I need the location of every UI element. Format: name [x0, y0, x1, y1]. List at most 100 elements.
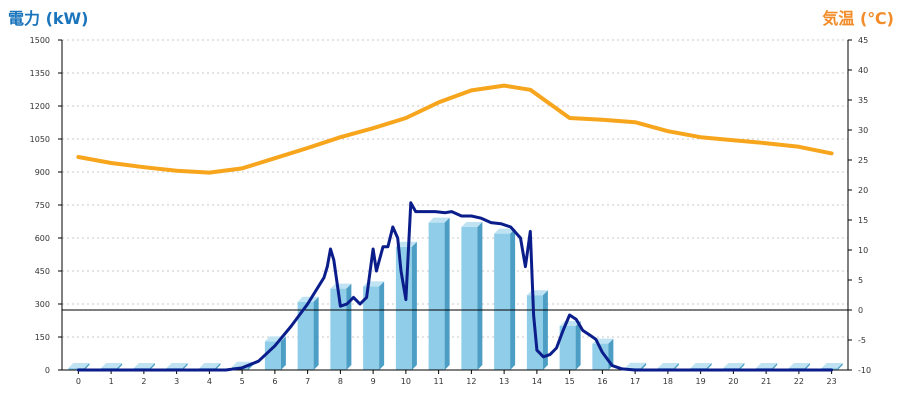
right-tick-label: 40 — [858, 66, 868, 75]
bar-side — [149, 363, 155, 370]
bar-side — [510, 228, 516, 370]
x-tick-label: 6 — [272, 377, 277, 386]
bar-side — [182, 363, 188, 370]
left-tick-label: 300 — [35, 300, 50, 309]
axes — [61, 40, 849, 371]
left-tick-label: 1350 — [30, 69, 50, 78]
bar-top — [690, 363, 712, 368]
right-tick-label: 45 — [858, 36, 868, 45]
bar-top — [494, 228, 516, 234]
x-tick-label: 20 — [728, 377, 738, 386]
right-tick-label: 0 — [858, 306, 863, 315]
x-tick-label: 18 — [663, 377, 673, 386]
power-bar — [68, 363, 90, 370]
left-tick-label: 900 — [35, 168, 50, 177]
bar-top — [657, 363, 679, 368]
power-bars — [68, 217, 843, 370]
bar-top — [625, 362, 647, 368]
x-tick-label: 15 — [565, 377, 575, 386]
bar-side — [772, 363, 778, 370]
bar-side — [477, 222, 483, 370]
left-tick-label: 450 — [35, 267, 50, 276]
bar-side — [215, 363, 221, 370]
x-tick-label: 2 — [141, 377, 146, 386]
x-tick-label: 0 — [76, 377, 81, 386]
bar-front — [494, 233, 511, 370]
x-tick-label: 21 — [761, 377, 771, 386]
bar-front — [592, 343, 609, 370]
bar-front — [395, 246, 412, 370]
right-tick-label: 20 — [858, 186, 868, 195]
power-bar — [297, 296, 319, 370]
bar-side — [84, 363, 90, 370]
x-tick-label: 4 — [207, 377, 212, 386]
x-tick-label: 22 — [794, 377, 804, 386]
power-bar — [526, 290, 548, 370]
bar-front — [461, 227, 478, 370]
x-tick-label: 14 — [532, 377, 542, 386]
bar-top — [756, 363, 778, 368]
power-bar — [494, 228, 516, 370]
bar-side — [804, 363, 810, 370]
bar-top — [101, 363, 123, 368]
right-tick-label: 15 — [858, 216, 868, 225]
bar-front — [68, 368, 85, 370]
bar-side — [739, 363, 745, 370]
bar-front — [559, 326, 576, 370]
bar-side — [641, 362, 647, 370]
bar-top — [133, 363, 155, 368]
bar-side — [575, 321, 581, 370]
bar-top — [461, 222, 483, 227]
left-tick-label: 1500 — [30, 36, 50, 45]
left-tick-label: 750 — [35, 201, 50, 210]
bar-top — [723, 363, 745, 368]
x-tick-label: 3 — [174, 377, 179, 386]
right-tick-label: -5 — [858, 336, 866, 345]
right-tick-label: -10 — [858, 366, 871, 375]
bar-front — [330, 288, 347, 370]
x-tick-label: 19 — [696, 377, 706, 386]
gridlines — [62, 39, 848, 338]
bar-top — [395, 241, 417, 247]
bar-top — [330, 283, 352, 289]
right-tick-label: 25 — [858, 156, 868, 165]
x-tick-label: 13 — [499, 377, 509, 386]
bar-top — [297, 296, 319, 302]
x-tick-label: 5 — [240, 377, 245, 386]
x-tick-label: 23 — [827, 377, 837, 386]
x-tick-label: 16 — [597, 377, 607, 386]
left-tick-label: 1200 — [30, 102, 50, 111]
bar-front — [297, 301, 314, 370]
bar-front — [264, 341, 281, 370]
left-axis-title: 電力 (kW) — [8, 9, 89, 28]
x-tick-label: 7 — [305, 377, 310, 386]
bar-side — [346, 283, 352, 370]
bar-top — [821, 363, 843, 368]
bar-side — [837, 363, 843, 370]
bar-side — [706, 363, 712, 370]
bar-side — [313, 296, 319, 370]
left-tick-label: 1050 — [30, 135, 50, 144]
bar-top — [199, 363, 221, 368]
x-tick-label: 1 — [109, 377, 114, 386]
power-bar — [461, 222, 483, 370]
right-tick-label: 5 — [858, 276, 863, 285]
bar-side — [444, 217, 450, 370]
power-bar — [428, 217, 450, 370]
bar-top — [166, 363, 188, 368]
bar-top — [788, 363, 810, 368]
power-bar — [559, 321, 581, 370]
right-axis-title: 気温 (℃) — [822, 9, 894, 28]
power-bar — [330, 283, 352, 370]
bar-side — [411, 241, 417, 370]
right-tick-label: 10 — [858, 246, 868, 255]
x-tick-label: 11 — [434, 377, 444, 386]
bar-front — [363, 286, 380, 370]
power-line — [76, 201, 834, 372]
bar-side — [673, 363, 679, 370]
bar-side — [379, 281, 385, 370]
left-tick-label: 150 — [35, 333, 50, 342]
x-tick-label: 10 — [401, 377, 411, 386]
temperature-line — [76, 83, 834, 175]
